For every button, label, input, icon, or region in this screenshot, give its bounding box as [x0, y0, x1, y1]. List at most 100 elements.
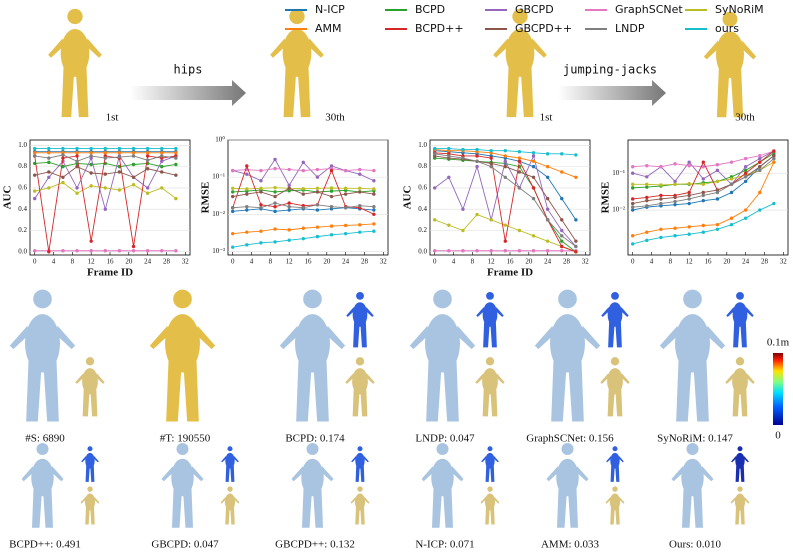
point [315, 190, 320, 194]
point [631, 205, 635, 209]
point [287, 189, 291, 193]
y-axis-label: AUC [402, 186, 414, 210]
x-tick-label: 0 [33, 258, 37, 266]
x-tick-label: 28 [361, 258, 369, 266]
colorbar-min: 0 [775, 430, 781, 442]
point [659, 197, 663, 201]
x-tick-label: 4 [250, 258, 254, 266]
point [329, 168, 334, 173]
point [75, 186, 79, 190]
point [545, 175, 550, 179]
point [729, 216, 734, 220]
point [75, 249, 79, 253]
point [273, 240, 277, 244]
point [89, 154, 93, 158]
y-tick-label: 10⁻¹ [212, 173, 225, 181]
x-tick-label: 12 [488, 258, 496, 266]
point [259, 206, 263, 210]
point [89, 146, 93, 151]
point [574, 153, 578, 157]
point [343, 192, 348, 196]
point [75, 191, 79, 195]
frame-label: 1st [106, 112, 119, 124]
point [329, 164, 334, 168]
point [103, 186, 107, 190]
mesh [671, 443, 714, 528]
x-tick-label: 16 [705, 258, 713, 266]
point [645, 198, 649, 203]
point [503, 148, 507, 153]
x-tick-label: 12 [286, 258, 294, 266]
point [259, 190, 263, 194]
error-mesh [346, 291, 374, 348]
point [343, 223, 348, 228]
legend-label: N-ICP [315, 3, 345, 16]
point [103, 156, 107, 160]
top-illustration: hips jumping-jacks 1st 30th 1st 30th [48, 8, 757, 124]
point [701, 223, 705, 228]
point [645, 182, 649, 187]
point [545, 164, 550, 169]
point [673, 199, 677, 204]
mesh [345, 357, 375, 417]
point [103, 146, 107, 151]
point [245, 204, 249, 209]
point [743, 216, 748, 220]
point [75, 151, 79, 155]
point [372, 229, 376, 233]
x-tick-label: 24 [742, 258, 750, 266]
point [729, 182, 734, 187]
motion-label: jumping-jacks [563, 63, 657, 77]
point [433, 146, 437, 151]
point [701, 182, 705, 187]
caption: BCPD++: 0.491 [9, 539, 81, 551]
point [517, 249, 522, 253]
point [245, 243, 249, 247]
x-tick-label: 8 [71, 258, 75, 266]
point [560, 239, 564, 243]
point [231, 209, 235, 214]
point [301, 168, 305, 173]
point [103, 249, 107, 253]
x-tick-label: 20 [323, 258, 331, 266]
y-tick-label: 0.8 [18, 162, 27, 170]
point [117, 155, 122, 159]
point [673, 179, 677, 184]
x-tick-label: 4 [52, 258, 56, 266]
point [560, 228, 564, 233]
point [117, 151, 122, 155]
point [531, 164, 536, 169]
point [574, 250, 578, 254]
mesh [291, 443, 334, 528]
point [89, 184, 93, 188]
point [131, 244, 136, 249]
point [715, 190, 720, 195]
point [531, 159, 536, 163]
mesh [480, 486, 500, 525]
point [772, 149, 776, 153]
point [33, 189, 37, 193]
colorbar: 0.1m 0 [767, 337, 790, 442]
y-tick-label: 0.8 [418, 162, 427, 170]
point [489, 164, 493, 169]
point [673, 182, 677, 187]
point [33, 151, 37, 155]
point [772, 153, 776, 158]
legend-label: LNDP [615, 22, 645, 35]
x-tick-label: 16 [305, 258, 313, 266]
point [47, 146, 51, 151]
point [301, 192, 305, 196]
point [503, 164, 507, 169]
point [160, 159, 164, 163]
y-tick-label: 0.6 [418, 184, 427, 192]
caption: GBCPD++: 0.132 [275, 539, 355, 551]
x-tick-label: 12 [88, 258, 96, 266]
point [743, 165, 748, 169]
point [447, 249, 451, 253]
x-tick-label: 4 [452, 258, 456, 266]
point [701, 230, 705, 234]
point [131, 175, 136, 179]
point [743, 171, 748, 175]
point [645, 185, 649, 189]
point [503, 239, 507, 243]
